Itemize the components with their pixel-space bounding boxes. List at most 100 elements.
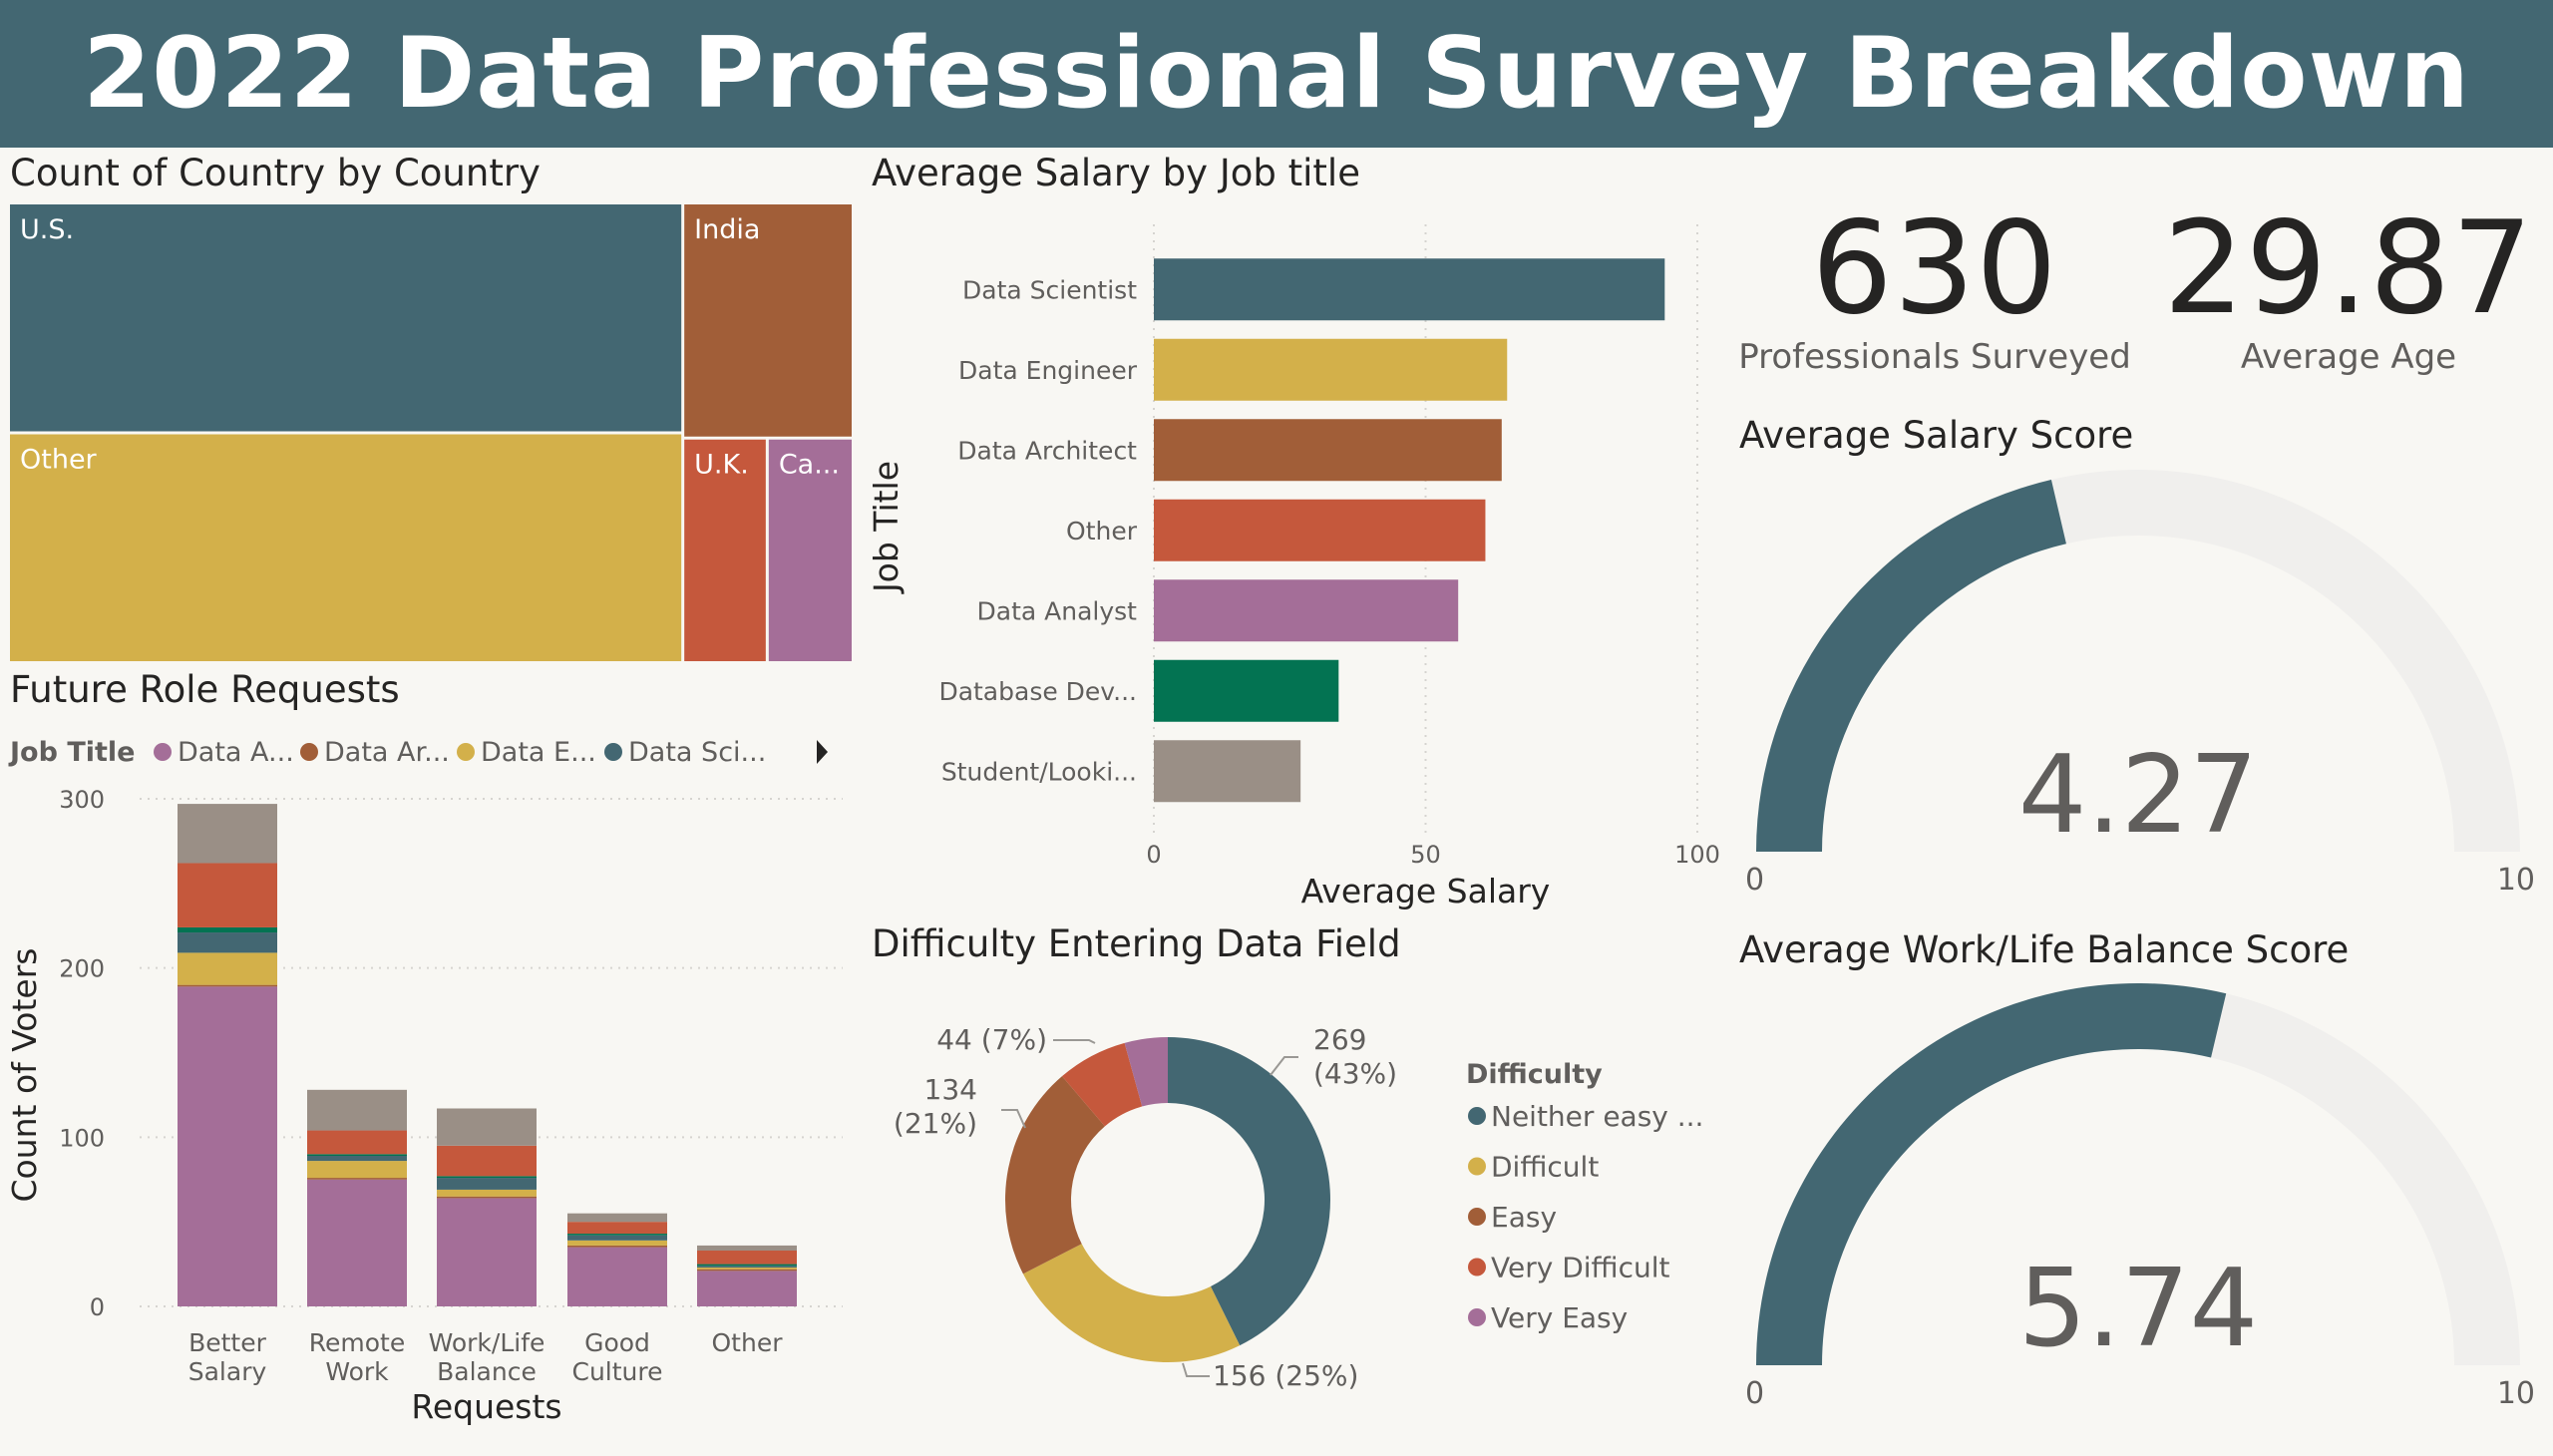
- gauge-max-label: 10: [2497, 863, 2535, 898]
- future-bar-data-scientist: [697, 1266, 797, 1268]
- gauge-min-label: 0: [1745, 1376, 1764, 1411]
- future-bar-data-architect: [567, 1245, 667, 1248]
- treemap-tile-u-s: [10, 204, 682, 432]
- future-bar-data-engineer: [697, 1267, 797, 1270]
- salary-x-tick: 0: [1146, 841, 1161, 869]
- donut-leader: [1270, 1056, 1298, 1076]
- salary-score-gauge: 4.27 0 10: [1745, 470, 2535, 898]
- future-x-tick: Culture: [571, 1357, 662, 1386]
- future-bar-data-scientist: [307, 1155, 407, 1162]
- donut-slice-very-easy: [1124, 1037, 1168, 1107]
- gauge-worklife-title: Average Work/Life Balance Score: [1739, 928, 2350, 971]
- donut-leader: [1182, 1362, 1210, 1377]
- donut-legend-item: Easy: [1491, 1201, 1557, 1234]
- worklife-score-gauge: 5.74 0 10: [1745, 983, 2535, 1411]
- donut-slice-very-difficult: [1061, 1042, 1143, 1127]
- treemap-label-u-s: U.S.: [20, 214, 74, 245]
- donut-legend-marker: [1468, 1157, 1486, 1176]
- future-bar-data-architect: [307, 1178, 407, 1180]
- donut-legend-marker: [1468, 1208, 1486, 1226]
- donut-data-label: 156 (25%): [1213, 1359, 1358, 1392]
- dashboard-header: 2022 Data Professional Survey Breakdown: [0, 0, 2553, 148]
- salary-bar-other: [1154, 499, 1486, 561]
- future-bar-other: [307, 1130, 407, 1155]
- treemap-tile-u-k: [684, 439, 766, 661]
- future-x-tick: Better: [188, 1328, 267, 1357]
- future-bar-data-analyst: [307, 1179, 407, 1306]
- gauge-fill: [1756, 480, 2066, 852]
- future-role-title: Future Role Requests: [10, 668, 400, 711]
- future-bar-data-analyst: [697, 1271, 797, 1306]
- future-bar-other: [567, 1222, 667, 1235]
- future-legend-item: Data Ar...: [324, 737, 450, 768]
- future-bar-data-architect: [178, 984, 277, 987]
- gauge-value-label: 4.27: [2018, 733, 2258, 858]
- country-treemap[interactable]: U.S. Other India U.K. Ca...: [10, 204, 852, 661]
- future-legend-title: Job Title: [8, 737, 135, 768]
- future-role-chart[interactable]: Job Title Data A... Data Ar... Data E... Dat…: [0, 723, 858, 1441]
- future-bar-data-analyst: [437, 1198, 537, 1306]
- future-legend-marker: [154, 743, 172, 761]
- donut-data-label: 44 (7%): [936, 1023, 1047, 1056]
- future-x-tick: Good: [584, 1328, 650, 1357]
- salary-y-tick: Other: [1066, 517, 1138, 546]
- salary-bar-student-looki: [1154, 740, 1301, 803]
- donut-legend-item: Very Easy: [1491, 1301, 1628, 1334]
- gauge-value-label: 5.74: [2018, 1247, 2258, 1371]
- donut-title: Difficulty Entering Data Field: [872, 922, 1401, 965]
- future-y-tick: 300: [59, 786, 105, 814]
- kpi-professionals-value: 630: [1811, 194, 2058, 343]
- kpi-age-label: Average Age: [2240, 337, 2457, 377]
- future-bar-data-engineer: [567, 1240, 667, 1246]
- future-bar-other: [178, 863, 277, 927]
- future-bar-database-developer: [567, 1234, 667, 1236]
- donut-legend-item: Neither easy ...: [1491, 1100, 1703, 1133]
- legend-next-arrow: [817, 740, 828, 764]
- salary-bar-database-dev: [1154, 659, 1339, 722]
- future-bar-data-scientist: [567, 1235, 667, 1241]
- donut-data-label: (21%): [894, 1107, 977, 1140]
- future-legend-marker: [604, 743, 622, 761]
- donut-legend-marker: [1468, 1308, 1486, 1326]
- treemap-label-u-k: U.K.: [694, 450, 749, 481]
- future-bar-student-looking: [307, 1089, 407, 1131]
- donut-data-label: (43%): [1313, 1057, 1397, 1090]
- future-bar-student-looking: [567, 1213, 667, 1223]
- kpi-age-value: 29.87: [2163, 194, 2534, 343]
- salary-x-tick: 100: [1674, 841, 1720, 869]
- donut-slice-neither-easy: [1168, 1037, 1330, 1346]
- future-bar-data-scientist: [437, 1178, 537, 1190]
- future-bar-data-engineer: [178, 952, 277, 985]
- future-bar-data-engineer: [307, 1161, 407, 1179]
- future-bar-data-engineer: [437, 1189, 537, 1197]
- future-legend-marker: [457, 743, 475, 761]
- future-bar-student-looking: [697, 1245, 797, 1252]
- salary-y-tick: Student/Looki...: [941, 757, 1137, 786]
- treemap-title: Count of Country by Country: [10, 152, 541, 194]
- future-bar-database-developer: [178, 926, 277, 933]
- future-x-tick: Balance: [437, 1357, 537, 1386]
- future-bar-data-architect: [697, 1269, 797, 1272]
- salary-bar-data-engineer: [1154, 338, 1508, 401]
- future-bar-other: [697, 1251, 797, 1265]
- future-x-tick: Work/Life: [429, 1328, 546, 1357]
- donut-legend-marker: [1468, 1258, 1486, 1276]
- future-x-axis-label: Requests: [411, 1387, 561, 1426]
- future-bar-database-developer: [307, 1154, 407, 1156]
- salary-bar-chart[interactable]: 0 50 100 Data Scientist Data Engineer Data Ar…: [868, 199, 1725, 917]
- treemap-label-ca: Ca...: [779, 450, 840, 481]
- salary-y-tick: Data Engineer: [958, 356, 1138, 385]
- salary-y-axis-label: Job Title: [868, 461, 906, 594]
- salary-bar-data-analyst: [1154, 579, 1459, 642]
- future-bar-student-looking: [437, 1108, 537, 1146]
- donut-leader: [1001, 1109, 1026, 1129]
- future-x-tick: Salary: [188, 1357, 267, 1386]
- donut-legend-title: Difficulty: [1466, 1059, 1603, 1090]
- future-bar-database-developer: [437, 1176, 537, 1179]
- donut-slice-easy: [1005, 1076, 1105, 1274]
- future-x-tick: Remote: [309, 1328, 405, 1357]
- salary-x-tick: 50: [1410, 841, 1441, 869]
- difficulty-donut-chart[interactable]: 269(43%) 156 (25%) 134(21%) 44 (7%) Difficul…: [868, 982, 1725, 1451]
- future-y-tick: 100: [59, 1124, 105, 1152]
- future-bar-data-architect: [437, 1196, 537, 1199]
